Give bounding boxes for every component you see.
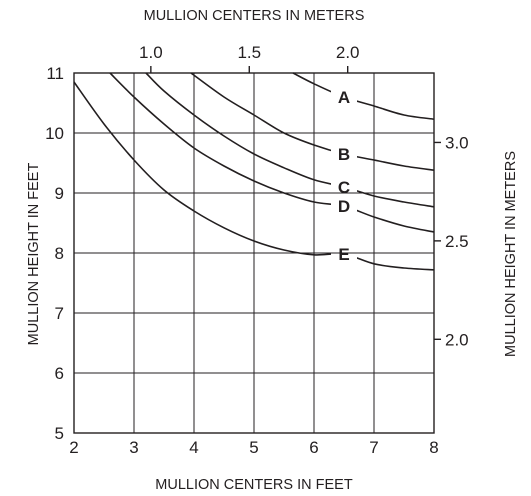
curve-D xyxy=(109,72,435,233)
y-tick-label-2: 7 xyxy=(55,304,64,323)
y-tick-label-3: 8 xyxy=(55,244,64,263)
tick-marks xyxy=(150,66,441,340)
x-tick-label-3: 5 xyxy=(249,438,258,457)
top-axis-title: MULLION CENTERS IN METERS xyxy=(144,8,365,24)
bottom-axis-title: MULLION CENTERS IN FEET xyxy=(155,477,353,493)
right-tick-label-0: 2.0 xyxy=(445,330,469,349)
curve-label-D: D xyxy=(338,197,350,216)
curve-C xyxy=(145,72,435,208)
right-tick-label-1: 2.5 xyxy=(445,232,469,251)
x-tick-label-4: 6 xyxy=(309,438,318,457)
curves xyxy=(73,72,435,271)
top-tick-label-1: 1.5 xyxy=(237,43,261,62)
left-axis-title: MULLION HEIGHT IN FEET xyxy=(26,163,42,346)
grid xyxy=(73,72,435,434)
top-tick-label-2: 2.0 xyxy=(336,43,360,62)
y-tick-label-1: 6 xyxy=(55,364,64,383)
curve-A xyxy=(292,72,435,120)
top-tick-label-0: 1.0 xyxy=(139,43,163,62)
curve-E xyxy=(73,81,435,271)
x-tick-label-0: 2 xyxy=(69,438,78,457)
y-tick-label-6: 11 xyxy=(46,64,64,83)
curve-label-A: A xyxy=(338,88,350,107)
curve-label-E: E xyxy=(338,245,349,264)
right-axis-title: MULLION HEIGHT IN METERS xyxy=(503,151,519,357)
curve-label-B: B xyxy=(338,145,350,164)
y-tick-label-4: 9 xyxy=(55,184,64,203)
tick-labels: 2 3 4 5 6 7 8 5 6 7 8 9 10 11 1.0 1.5 2.0 2.0 2.5 3.0 A BCD E xyxy=(45,43,469,457)
x-tick-label-6: 8 xyxy=(429,438,438,457)
plot-frame xyxy=(73,72,435,434)
right-tick-label-2: 3.0 xyxy=(445,133,469,152)
x-tick-label-1: 3 xyxy=(129,438,138,457)
y-tick-label-0: 5 xyxy=(55,424,64,443)
y-tick-label-5: 10 xyxy=(45,124,64,143)
x-tick-label-5: 7 xyxy=(369,438,378,457)
curve-label-C: C xyxy=(338,178,350,197)
x-tick-label-2: 4 xyxy=(189,438,198,457)
curve-B xyxy=(190,72,435,171)
